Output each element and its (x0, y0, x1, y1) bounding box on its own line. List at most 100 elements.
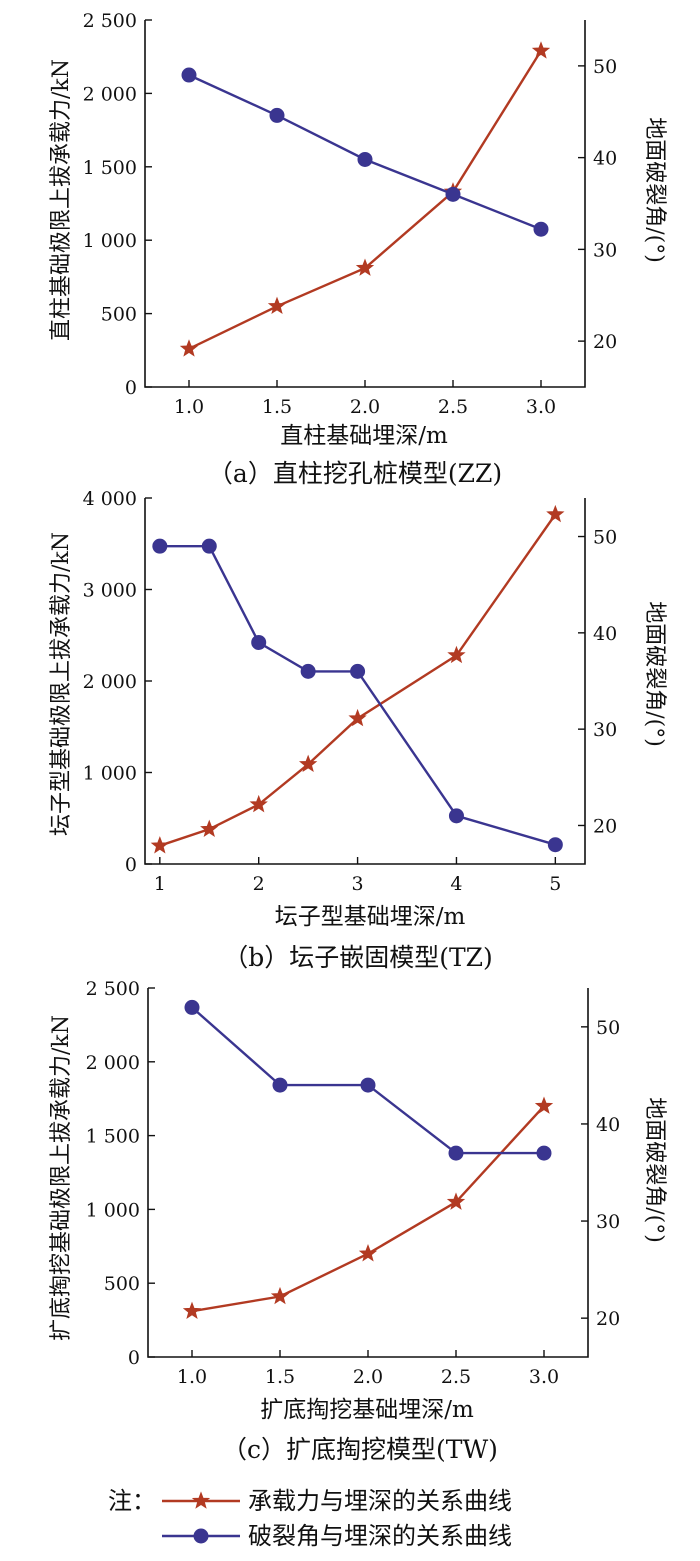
chart-a-angle-point (269, 107, 285, 123)
chart-c-axes (147, 988, 589, 1358)
chart-c-xtick-label: 2.5 (441, 1366, 471, 1388)
legend: 注： 承载力与埋深的关系曲线 破裂角与埋深的关系曲线 (108, 1487, 512, 1550)
chart-c-angle-point (272, 1077, 288, 1093)
chart-a-ytick-left-label: 0 (125, 377, 137, 399)
chart-b-xtick-label: 1 (154, 873, 166, 895)
legend-item-load: 承载力与埋深的关系曲线 (162, 1487, 512, 1515)
chart-b-load-point (249, 794, 268, 813)
chart-c-angle-point (184, 999, 200, 1015)
chart-b-ytick-right-label: 30 (593, 719, 617, 741)
chart-b-angle-point (300, 663, 316, 679)
chart-c-angle-point (360, 1077, 376, 1093)
chart-b-angle-point (350, 663, 366, 679)
chart-a-xtick-label: 1.0 (174, 396, 204, 418)
legend-item-angle: 破裂角与埋深的关系曲线 (162, 1522, 512, 1550)
chart-b-ytick-right-label: 50 (593, 527, 617, 549)
chart-c-ytick-left-label: 0 (128, 1347, 140, 1369)
chart-c-angle-point (536, 1145, 552, 1161)
chart-c-load-line (191, 1105, 545, 1313)
chart-c-xtick-label: 2.0 (353, 1366, 383, 1388)
chart-c: 扩底掏挖基础极限上拔承载力/kN 地面破裂角/(°) 扩底掏挖基础埋深/m （c… (49, 978, 667, 1464)
chart-c-ylabel-left: 扩底掏挖基础极限上拔承载力/kN (49, 1015, 74, 1341)
chart-a: 直柱基础极限上拔承载力/kN 地面破裂角/(°) 直柱基础埋深/m （a）直柱挖… (49, 10, 667, 488)
legend-angle-marker (193, 1528, 209, 1544)
chart-b-load-point (447, 645, 466, 664)
chart-a-ylabel-left: 直柱基础极限上拔承载力/kN (49, 59, 74, 341)
chart-b: 坛子型基础极限上拔承载力/kN 地面破裂角/(°) 坛子型基础埋深/m （b）坛… (49, 488, 667, 972)
chart-c-load-point (182, 1301, 202, 1320)
chart-c-ylabel-right: 地面破裂角/(°) (642, 1097, 667, 1243)
chart-c-ytick-right-label: 30 (596, 1211, 620, 1233)
chart-c-xlabel: 扩底掏挖基础埋深/m (260, 1397, 474, 1423)
chart-b-load-point (546, 504, 565, 523)
chart-a-ytick-left-label: 2 500 (83, 10, 137, 32)
chart-b-angle-point (201, 538, 217, 554)
legend-prefix: 注： (108, 1487, 156, 1515)
chart-a-load-point (267, 296, 287, 315)
chart-b-caption: （b）坛子嵌固模型(TZ) (223, 943, 493, 972)
chart-b-angle-point (251, 634, 267, 650)
chart-a-ytick-right-label: 20 (593, 331, 617, 353)
chart-c-ytick-right-label: 40 (596, 1114, 620, 1136)
chart-a-load-point (355, 258, 375, 276)
chart-c-load-point (358, 1244, 378, 1262)
chart-b-ylabel-right: 地面破裂角/(°) (642, 601, 667, 747)
chart-b-angle-line (159, 545, 556, 846)
chart-c-xtick-label: 3.0 (529, 1366, 559, 1388)
chart-b-xtick-label: 4 (450, 873, 462, 895)
chart-a-axes (144, 20, 586, 388)
chart-a-load-point (179, 339, 199, 357)
chart-a-load-line (188, 50, 543, 350)
chart-b-angle-point (152, 538, 168, 554)
chart-c-caption: （c）扩底掏挖模型(TW) (222, 1435, 498, 1464)
chart-a-xlabel: 直柱基础埋深/m (280, 423, 448, 449)
chart-b-ytick-left-label: 2 000 (83, 671, 137, 693)
chart-b-ytick-right-label: 40 (593, 623, 617, 645)
chart-b-load-point (348, 708, 367, 727)
chart-a-xtick-label: 3.0 (526, 396, 556, 418)
chart-a-xtick-label: 2.5 (438, 396, 468, 418)
chart-b-angle-point (547, 837, 563, 853)
legend-label-load: 承载力与埋深的关系曲线 (248, 1487, 512, 1515)
chart-c-load-point (270, 1286, 290, 1305)
chart-b-ytick-right-label: 20 (593, 815, 617, 837)
chart-b-xtick-label: 2 (253, 873, 265, 895)
chart-a-ytick-right-label: 40 (593, 148, 617, 170)
chart-b-ytick-left-label: 3 000 (83, 580, 137, 602)
chart-a-ytick-left-label: 500 (101, 304, 137, 326)
chart-a-xtick-label: 2.0 (350, 396, 380, 418)
chart-c-xtick-label: 1.0 (177, 1366, 207, 1388)
chart-c-load-point (534, 1096, 554, 1114)
legend-label-angle: 破裂角与埋深的关系曲线 (248, 1522, 512, 1550)
chart-a-ylabel-right: 地面破裂角/(°) (642, 117, 667, 263)
chart-a-ytick-left-label: 2 000 (83, 83, 137, 105)
chart-c-ytick-right-label: 20 (596, 1308, 620, 1330)
chart-a-angle-point (445, 186, 461, 202)
chart-a-angle-point (181, 67, 197, 83)
chart-b-ylabel-left: 坛子型基础极限上拔承载力/kN (49, 532, 74, 836)
chart-b-load-point (200, 819, 219, 838)
chart-b-xtick-label: 3 (352, 873, 364, 895)
chart-a-angle-point (533, 221, 549, 237)
chart-b-load-point (150, 836, 169, 854)
chart-b-xlabel: 坛子型基础埋深/m (275, 904, 466, 930)
chart-b-xtick-label: 5 (549, 873, 561, 895)
chart-c-angle-point (448, 1145, 464, 1161)
chart-c-ytick-left-label: 1 500 (86, 1126, 140, 1148)
chart-a-load-point (531, 41, 551, 59)
chart-a-ytick-right-label: 30 (593, 239, 617, 261)
chart-b-ytick-left-label: 4 000 (83, 488, 137, 510)
chart-a-ytick-right-label: 50 (593, 56, 617, 78)
chart-b-ytick-left-label: 1 000 (83, 763, 137, 785)
chart-c-ytick-left-label: 2 500 (86, 978, 140, 1000)
chart-a-ytick-left-label: 1 000 (83, 230, 137, 252)
chart-c-xtick-label: 1.5 (265, 1366, 295, 1388)
chart-b-ytick-left-label: 0 (125, 854, 137, 876)
chart-b-angle-point (448, 808, 464, 824)
chart-a-ytick-left-label: 1 500 (83, 157, 137, 179)
chart-a-angle-point (357, 151, 373, 167)
chart-c-ytick-left-label: 2 000 (86, 1052, 140, 1074)
chart-c-load-point (446, 1192, 466, 1210)
chart-c-ytick-left-label: 1 000 (86, 1199, 140, 1221)
